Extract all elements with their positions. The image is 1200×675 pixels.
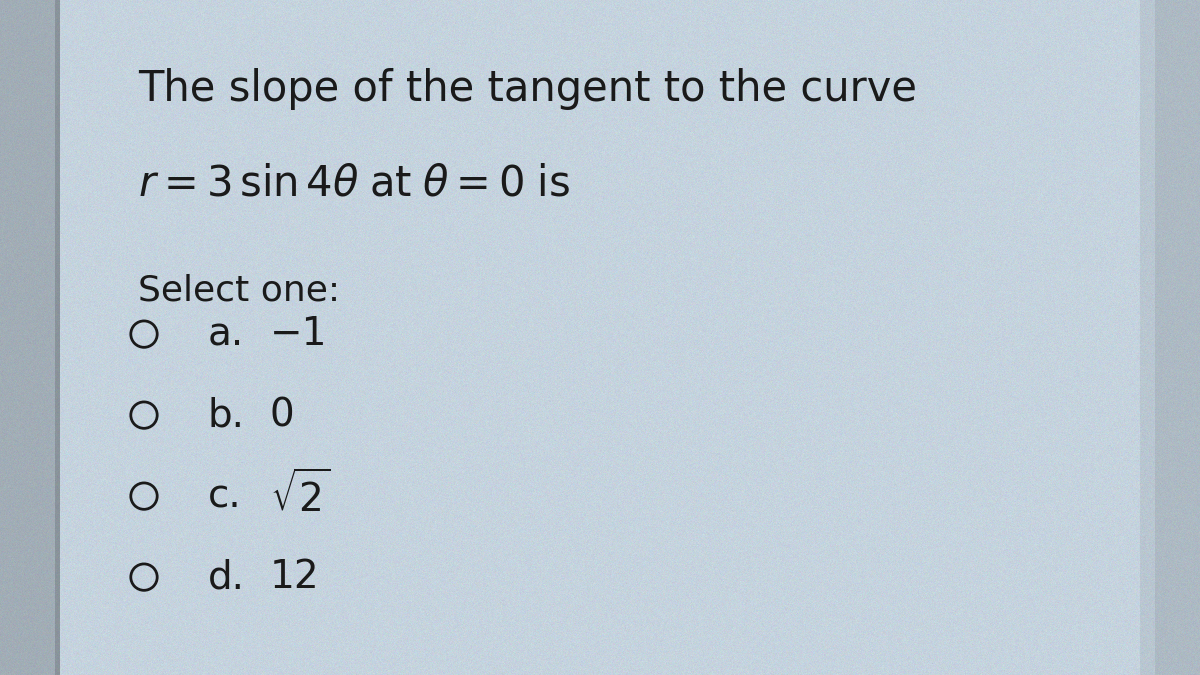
Text: Select one:: Select one: — [138, 273, 340, 307]
Text: $\sqrt{2}$: $\sqrt{2}$ — [270, 472, 330, 520]
Text: c.: c. — [208, 477, 241, 515]
Text: −1: −1 — [270, 315, 328, 353]
Text: The slope of the tangent to the curve: The slope of the tangent to the curve — [138, 68, 917, 109]
Text: 12: 12 — [270, 558, 319, 596]
Text: d.: d. — [208, 558, 245, 596]
Text: a.: a. — [208, 315, 244, 353]
Text: $r = 3\,\mathrm{sin}\,4\theta\;\mathrm{at}\;\theta = 0\;\mathrm{is}$: $r = 3\,\mathrm{sin}\,4\theta\;\mathrm{a… — [138, 162, 570, 204]
Text: 0: 0 — [270, 396, 295, 434]
Text: b.: b. — [208, 396, 245, 434]
